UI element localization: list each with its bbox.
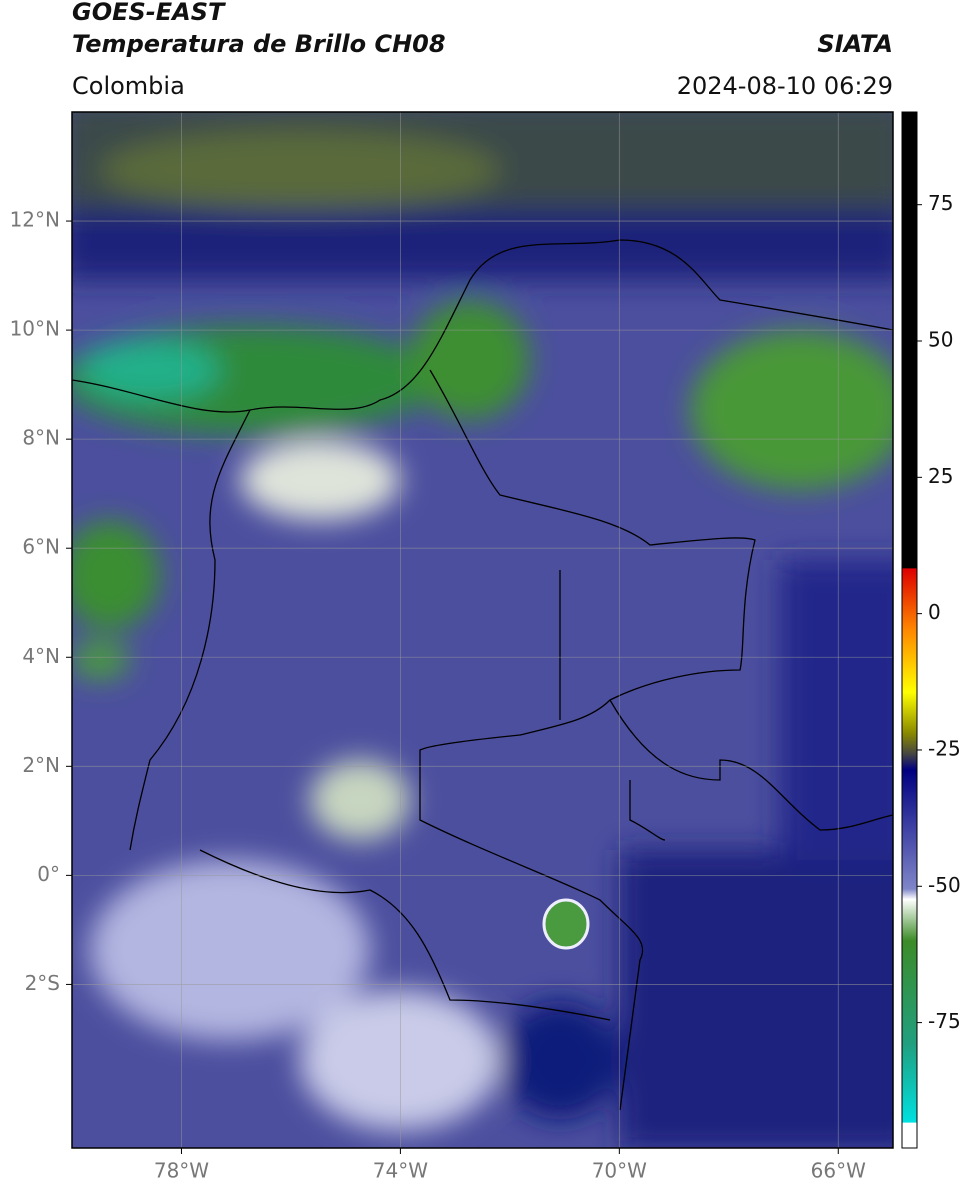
y-tick-label: 6°N [22, 535, 60, 559]
subtitle: Temperatura de Brillo CH08 [72, 30, 446, 58]
y-tick-label: 4°N [22, 644, 60, 668]
y-tick-label: 10°N [10, 317, 60, 341]
colorbar [901, 111, 918, 1149]
y-tick-label: 2°S [25, 971, 60, 995]
timestamp: 2024-08-10 06:29 [677, 72, 893, 100]
colorbar-tick-label: 0 [928, 600, 941, 624]
x-tick-label: 70°W [592, 1159, 647, 1183]
x-tick-label: 66°W [811, 1159, 866, 1183]
source: SIATA [817, 30, 893, 58]
y-tick-label: 8°N [22, 426, 60, 450]
region: Colombia [72, 72, 185, 100]
y-tick-label: 0° [37, 862, 60, 886]
colorbar-tick-label: 25 [928, 464, 953, 488]
colorbar-tick-label: -50 [928, 873, 961, 897]
clouds [72, 112, 893, 1148]
grid [72, 112, 893, 1148]
imagery [72, 112, 893, 1148]
colorbar-tick-label: -25 [928, 736, 961, 760]
plot-frame [71, 111, 894, 1149]
colorbar-tick-label: -75 [928, 1009, 961, 1033]
borders [72, 239, 893, 1111]
x-tick-label: 74°W [373, 1159, 428, 1183]
colorbar-tick-label: 50 [928, 328, 953, 352]
x-tick-label: 78°W [154, 1159, 209, 1183]
y-tick-label: 12°N [10, 208, 60, 232]
colorbar-tick-label: 75 [928, 191, 953, 215]
y-tick-label: 2°N [22, 753, 60, 777]
title: GOES-EAST [72, 0, 226, 26]
